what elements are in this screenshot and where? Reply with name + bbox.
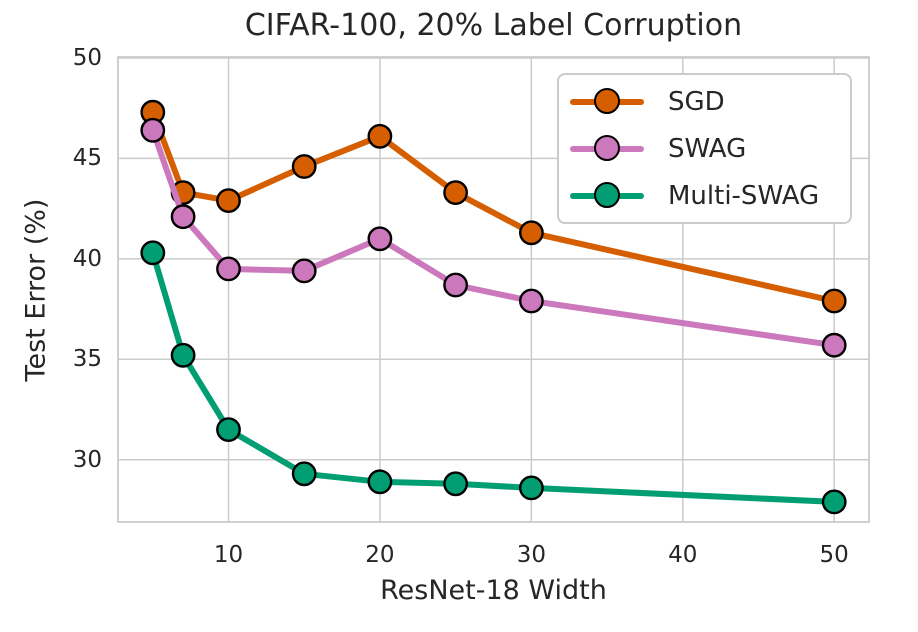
- x-tick-label: 50: [819, 542, 849, 568]
- data-point-multi-swag: [170, 342, 196, 368]
- data-point-sgd: [216, 188, 241, 214]
- y-tick-label: 40: [72, 245, 102, 272]
- y-tick-label: 50: [72, 45, 102, 71]
- data-point-swag: [291, 258, 317, 284]
- legend-label-swag: SWAG: [668, 133, 747, 164]
- sgd-line-marker-swatch: [570, 88, 644, 116]
- y-tick-label: 45: [72, 145, 102, 172]
- data-point-swag: [821, 332, 847, 358]
- data-point-swag: [519, 288, 544, 314]
- y-tick-label: 30: [72, 446, 102, 473]
- x-axis-label: ResNet-18 Width: [380, 575, 607, 606]
- multi-swag-line-marker-swatch: [570, 182, 644, 210]
- data-point-multi-swag: [216, 417, 241, 442]
- data-point-sgd: [291, 154, 317, 179]
- legend: SGD SWAG Multi-SWAG: [557, 73, 852, 224]
- data-point-multi-swag: [291, 461, 317, 487]
- data-point-sgd: [821, 288, 847, 314]
- y-tick-label: 35: [72, 346, 102, 373]
- multi-swag-swatch-dot: [593, 182, 620, 208]
- data-point-multi-swag: [367, 469, 393, 495]
- x-tick-label: 30: [516, 542, 546, 568]
- swag-line-marker-swatch: [570, 135, 644, 163]
- x-tick-label: 40: [668, 542, 698, 568]
- data-point-sgd: [367, 123, 393, 149]
- data-point-swag: [216, 256, 241, 282]
- data-point-swag: [443, 272, 468, 298]
- legend-item-swag: SWAG: [559, 125, 850, 172]
- data-point-sgd: [443, 180, 468, 206]
- data-point-multi-swag: [821, 489, 847, 515]
- data-point-swag: [140, 117, 166, 143]
- legend-label-sgd: SGD: [668, 86, 725, 117]
- sgd-swatch-dot: [593, 88, 620, 114]
- data-point-swag: [367, 226, 393, 252]
- legend-item-sgd: SGD: [559, 78, 850, 125]
- data-point-sgd: [519, 220, 544, 246]
- series-line-multi-swag: [149, 249, 838, 505]
- swag-swatch-dot: [593, 135, 620, 161]
- chart-title: CIFAR-100, 20% Label Corruption: [244, 8, 743, 43]
- axes-border: [117, 56, 870, 523]
- x-tick-label: 20: [365, 542, 395, 568]
- legend-item-multi-swag: Multi-SWAG: [559, 172, 850, 219]
- x-tick-label: 10: [213, 542, 244, 568]
- legend-label-multi-swag: Multi-SWAG: [668, 180, 820, 211]
- data-point-multi-swag: [519, 475, 544, 501]
- data-point-multi-swag: [443, 471, 468, 497]
- data-point-multi-swag: [140, 240, 166, 266]
- data-point-swag: [170, 204, 196, 230]
